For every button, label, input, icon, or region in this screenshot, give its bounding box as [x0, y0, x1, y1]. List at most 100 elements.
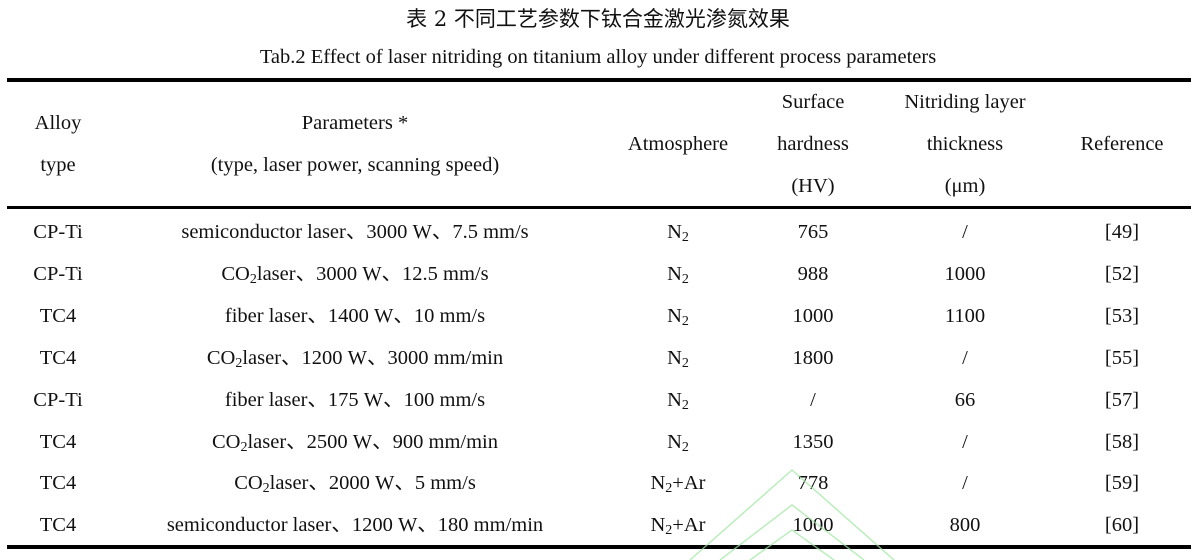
param-text: laser、2500 W、900 mm/min — [247, 430, 499, 453]
cell-nitriding-thickness: / — [962, 472, 968, 495]
cell-atmosphere: N2+Ar — [650, 504, 705, 546]
param-subscript: 2 — [240, 439, 248, 455]
cell-nitriding-thickness: 1000 — [944, 262, 986, 285]
atm-subscript: 2 — [681, 271, 689, 287]
cell-atmosphere: N2 — [667, 253, 689, 295]
atm-subscript: 2 — [681, 439, 689, 455]
cell-surface-hardness: / — [810, 388, 816, 411]
cell-atmosphere: N2 — [667, 295, 689, 337]
top-rule — [7, 78, 1191, 82]
cell-alloy-type: TC4 — [39, 430, 77, 453]
atm-rest: +Ar — [672, 514, 706, 537]
table-row: TC4 CO2laser、2500 W、900 mm/min N2 1350/[58] — [0, 421, 1196, 463]
atm-base: N — [667, 346, 682, 369]
atm-base: N — [650, 514, 666, 537]
cell-surface-hardness: 988 — [797, 262, 829, 285]
header-text: Parameters * — [301, 112, 409, 134]
header-text: (HV) — [791, 175, 835, 197]
header-text: Atmosphere — [627, 133, 729, 155]
cell-alloy-type: CP-Ti — [33, 388, 83, 411]
cell-nitriding-thickness: / — [962, 346, 968, 369]
cell-parameters: fiber laser、175 W、100 mm/s — [225, 379, 485, 421]
param-chem: CO — [234, 472, 263, 495]
param-text: semiconductor laser、1200 W、180 mm/min — [166, 514, 544, 537]
header-surface-hardness: Surface hardness (HV) — [758, 82, 868, 206]
header-text: Reference — [1080, 133, 1164, 155]
cell-parameters: semiconductor laser、3000 W、7.5 mm/s — [181, 211, 528, 253]
cell-alloy-type: TC4 — [39, 346, 77, 369]
header-reference: Reference — [1062, 82, 1182, 206]
table-title-chinese: 表 2 不同工艺参数下钛合金激光渗氮效果 — [406, 7, 790, 31]
cell-reference: [57] — [1104, 388, 1140, 411]
header-nitriding-thickness: Nitriding layer thickness (μm) — [885, 82, 1045, 206]
cell-surface-hardness: 1000 — [792, 514, 834, 537]
table-title-english: Tab.2 Effect of laser nitriding on titan… — [259, 46, 937, 68]
header-text: thickness — [926, 133, 1004, 155]
cell-reference: [55] — [1104, 346, 1140, 369]
header-parameters: Parameters * (type, laser power, scannin… — [155, 82, 555, 206]
cell-reference: [49] — [1104, 221, 1140, 243]
cell-nitriding-thickness: 66 — [954, 388, 976, 411]
table-row: TC4 CO2laser、2000 W、5 mm/s N2+Ar 778/[59] — [0, 462, 1196, 504]
param-text: fiber laser、1400 W、10 mm/s — [224, 304, 486, 327]
atm-subscript: 2 — [681, 313, 689, 329]
cell-reference: [53] — [1104, 304, 1140, 327]
watermark-logo — [689, 468, 895, 560]
table-row: TC4 semiconductor laser、1200 W、180 mm/min… — [0, 504, 1196, 546]
table-row: CP-Ti semiconductor laser、3000 W、7.5 mm/s… — [0, 211, 1196, 253]
atm-subscript: 2 — [681, 230, 689, 245]
table-row: CP-Ti CO2laser、3000 W、12.5 mm/s N2 988 1000[… — [0, 253, 1196, 295]
cell-surface-hardness: 765 — [797, 221, 829, 243]
header-alloy-type: Alloy type — [18, 82, 98, 206]
cell-parameters: fiber laser、1400 W、10 mm/s — [225, 295, 485, 337]
atm-rest: +Ar — [672, 472, 706, 495]
cell-alloy-type: CP-Ti — [33, 221, 83, 243]
cell-surface-hardness: 1800 — [792, 346, 834, 369]
table-row: TC4 fiber laser、1400 W、10 mm/s N2 1000 1100 [… — [0, 295, 1196, 337]
cell-parameters: CO2laser、1200 W、3000 mm/min — [207, 337, 503, 379]
atm-subscript: 2 — [665, 481, 673, 497]
header-text: Alloy — [34, 112, 82, 134]
header-atmosphere: Atmosphere — [608, 82, 748, 206]
param-text: laser、1200 W、3000 mm/min — [242, 346, 504, 369]
cell-parameters: semiconductor laser、1200 W、180 mm/min — [167, 504, 543, 546]
atm-base: N — [667, 430, 682, 453]
cell-alloy-type: CP-Ti — [33, 262, 83, 285]
header-text: hardness — [777, 133, 849, 155]
header-text: type — [40, 154, 76, 176]
bottom-rule — [7, 545, 1191, 549]
cell-nitriding-thickness: 800 — [949, 514, 981, 537]
atm-base: N — [650, 472, 666, 495]
cell-parameters: CO2laser、2000 W、5 mm/s — [234, 462, 476, 504]
param-chem: CO — [221, 262, 250, 285]
param-text: fiber laser、175 W、100 mm/s — [224, 388, 486, 411]
header-text: Nitriding layer — [904, 91, 1026, 113]
cell-parameters: CO2laser、2500 W、900 mm/min — [212, 421, 498, 463]
atm-subscript: 2 — [681, 397, 689, 413]
param-chem: CO — [206, 346, 236, 369]
header-text: (μm) — [944, 175, 986, 197]
table-row: CP-Ti fiber laser、175 W、100 mm/s N2 / 66 [57] — [0, 379, 1196, 421]
atm-base: N — [667, 304, 682, 327]
atm-subscript: 2 — [665, 523, 673, 539]
cell-nitriding-thickness: / — [962, 430, 968, 453]
atm-base: N — [667, 388, 682, 411]
cell-surface-hardness: 1350 — [792, 430, 834, 453]
cell-alloy-type: TC4 — [39, 304, 77, 327]
cell-alloy-type: TC4 — [39, 514, 77, 537]
atm-base: N — [667, 221, 682, 243]
param-subscript: 2 — [249, 271, 257, 287]
header-text: (type, laser power, scanning speed) — [210, 154, 500, 176]
cell-nitriding-thickness: / — [962, 221, 968, 243]
cell-atmosphere: N2 — [667, 211, 689, 253]
cell-reference: [60] — [1104, 514, 1140, 537]
cell-parameters: CO2laser、3000 W、12.5 mm/s — [221, 253, 488, 295]
cell-nitriding-thickness: 1100 — [944, 304, 986, 327]
cell-reference: [52] — [1104, 262, 1140, 285]
param-subscript: 2 — [235, 355, 243, 371]
atm-base: N — [667, 262, 682, 285]
param-text: laser、3000 W、12.5 mm/s — [256, 262, 489, 285]
cell-atmosphere: N2+Ar — [650, 462, 705, 504]
cell-reference: [59] — [1104, 472, 1140, 495]
cell-atmosphere: N2 — [667, 379, 689, 421]
